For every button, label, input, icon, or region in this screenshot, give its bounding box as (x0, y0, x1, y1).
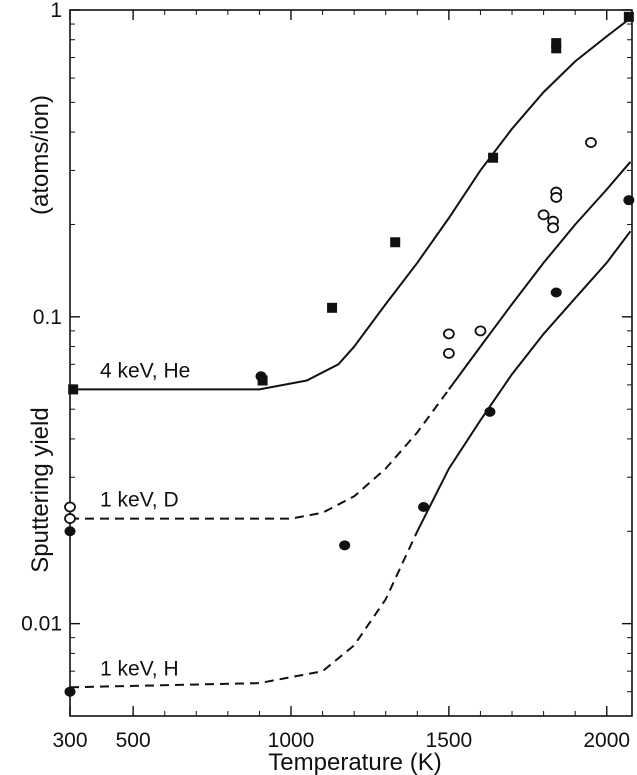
x-tick-label: 1500 (426, 729, 473, 752)
filled-circle-marker (64, 686, 76, 697)
y-tick-label: 0.01 (21, 613, 62, 636)
y-tick-label: 0.1 (33, 306, 62, 329)
curve-line (416, 230, 632, 532)
filled-circle-marker (550, 287, 562, 298)
square-marker (551, 38, 562, 49)
curve-line (70, 388, 450, 520)
square-marker (68, 384, 79, 395)
filled-circle-marker (64, 526, 76, 537)
model-curves (69, 17, 632, 689)
curve-line (69, 530, 419, 689)
square-marker (327, 302, 338, 313)
filled-circle-marker (623, 195, 635, 206)
open-circle-marker (585, 137, 597, 148)
square-marker (488, 152, 499, 163)
square-marker (390, 237, 401, 248)
open-circle-marker (474, 325, 487, 337)
x-tick-label: 300 (52, 729, 87, 752)
square-marker (623, 11, 634, 22)
curve-line (70, 17, 632, 391)
open-circle-marker (550, 192, 563, 203)
curve-labels: 4 keV, He 1 keV, D 1 keV, H (100, 359, 190, 680)
x-tick-label: 2000 (583, 729, 630, 752)
square-marker (551, 43, 562, 54)
curve-line (448, 161, 632, 390)
filled-circle-marker (418, 501, 430, 512)
x-tick-label: 500 (116, 729, 151, 752)
x-axis-label: Temperature (K) (268, 749, 441, 775)
open-circle-marker (64, 513, 76, 524)
y-tick-label: 1 (50, 0, 62, 22)
open-circle-marker (537, 209, 550, 221)
filled-circle-marker (484, 406, 496, 417)
data-points (64, 11, 635, 697)
y-axis-unit-label: (atoms/ion) (27, 95, 54, 215)
open-circle-marker (442, 328, 455, 340)
x-tick-label: 1000 (268, 729, 315, 752)
plot-border (69, 9, 633, 717)
curve-label: 1 keV, H (100, 657, 179, 680)
axis-tick-labels: 300 500 1000 1500 2000 0.01 0.1 1 (21, 0, 630, 752)
filled-circle-marker (255, 371, 267, 382)
open-circle-marker (64, 501, 76, 513)
plot-frame (69, 9, 633, 717)
filled-circle-marker (339, 540, 351, 551)
open-circle-marker (547, 222, 559, 234)
open-circle-marker (442, 347, 455, 359)
curve-label: 4 keV, He (100, 359, 190, 382)
y-axis-label: Sputtering yield (27, 407, 54, 572)
curve-label: 1 keV, D (100, 489, 179, 512)
